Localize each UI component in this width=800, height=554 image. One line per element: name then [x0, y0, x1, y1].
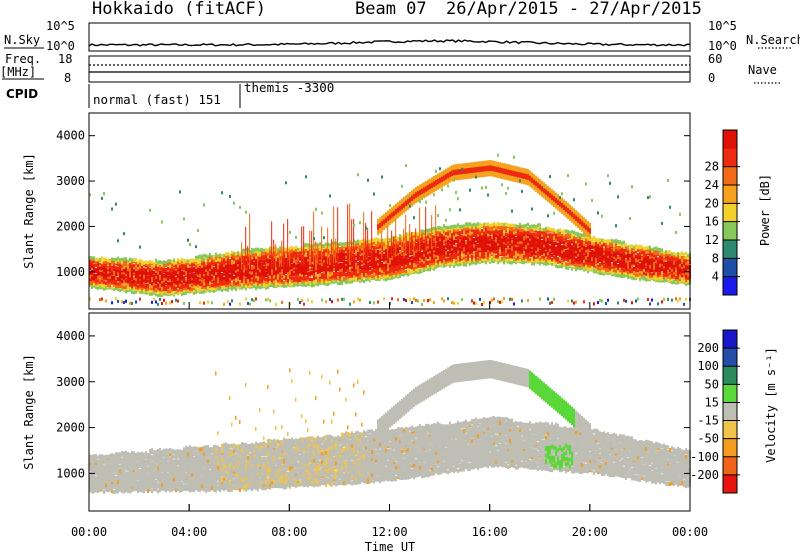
colorbar-tick-label: -50 — [697, 432, 719, 446]
nsky-tick-top: 10^5 — [46, 19, 75, 33]
velocity-y-ticks: 1000 2000 3000 4000 — [56, 329, 690, 480]
y-tick-label: 2000 — [56, 219, 85, 233]
y-tick-label: 4000 — [56, 329, 85, 343]
nsky-panel — [88, 22, 691, 52]
y-tick-label: 3000 — [56, 174, 85, 188]
colorbar-swatch — [723, 402, 737, 422]
freq-panel — [88, 55, 691, 83]
colorbar-tick-label: 50 — [705, 377, 719, 391]
colorbar-swatch — [723, 348, 737, 367]
nsky-tick-bottom: 10^0 — [46, 39, 75, 53]
colorbar-tick-label: -15 — [697, 414, 719, 428]
x-tick-label: 20:00 — [572, 525, 608, 539]
colorbar-tick-label: 24 — [705, 178, 719, 192]
colorbar-tick-label: 16 — [705, 215, 719, 229]
colorbar-tick-label: -100 — [690, 450, 719, 464]
x-tick-label: 04:00 — [171, 525, 207, 539]
nsky-label: N.Sky — [4, 33, 40, 47]
velocity-colorbar: 200 100 50 15 -15 -50 -100 -200 — [690, 329, 740, 494]
colorbar-swatch — [723, 384, 737, 403]
colorbar-tick-label: 200 — [697, 341, 719, 355]
colorbar-swatch — [723, 438, 737, 458]
date-range: 26/Apr/2015 - 27/Apr/2015 — [446, 0, 702, 19]
nsearch-label: N.Search — [746, 33, 800, 47]
freq-tick-top: 18 — [58, 52, 72, 66]
power-colorbar: 4 8 12 16 20 24 28 — [705, 129, 740, 296]
y-tick-label: 1000 — [56, 265, 85, 279]
power-heatmap — [89, 153, 691, 306]
velocity-heatmap — [89, 359, 691, 495]
colorbar-tick-label: 4 — [712, 270, 719, 284]
x-axis-label: Time UT — [365, 540, 416, 554]
colorbar-swatch — [723, 185, 737, 204]
colorbar-swatch — [723, 258, 737, 278]
colorbar-tick-label: 15 — [705, 395, 719, 409]
colorbar-swatch — [723, 474, 737, 494]
colorbar-swatch — [723, 366, 737, 385]
y-tick-label: 1000 — [56, 466, 85, 480]
nsky-trace — [88, 39, 691, 47]
colorbar-tick-label: 8 — [712, 251, 719, 265]
colorbar-swatch — [723, 240, 737, 259]
x-tick-label: 08:00 — [271, 525, 307, 539]
beam-label: Beam 07 — [355, 0, 427, 19]
station-title: Hokkaido (fitACF) — [92, 0, 266, 19]
nave-tick-top: 60 — [708, 52, 722, 66]
x-tick-label: 12:00 — [371, 525, 407, 539]
colorbar-tick-label: 28 — [705, 160, 719, 174]
cpid-segment-1: normal (fast) 151 — [93, 92, 221, 107]
colorbar-swatch — [723, 166, 737, 186]
freq-tick-bottom: 8 — [64, 71, 71, 85]
colorbar-swatch — [723, 130, 737, 149]
nave-label: Nave — [748, 63, 777, 77]
x-axis-ticks: 00:00 04:00 08:00 12:00 16:00 20:00 00:00 — [71, 302, 708, 539]
colorbar-swatch — [723, 330, 737, 349]
colorbar-tick-label: 100 — [697, 359, 719, 373]
power-y-axis-label: Slant Range [km] — [22, 153, 36, 269]
colorbar-tick-label: -200 — [690, 468, 719, 482]
velocity-y-axis-label: Slant Range [km] — [22, 354, 36, 470]
freq-label: Freq. — [5, 52, 41, 66]
colorbar-swatch — [723, 276, 737, 296]
power-colorbar-label: Power [dB] — [758, 174, 772, 246]
nave-tick-bottom: 0 — [708, 71, 715, 85]
velocity-colorbar-label: Velocity [m s⁻¹] — [764, 347, 778, 463]
freq-unit: [MHz] — [0, 65, 36, 79]
cpid-label: CPID — [6, 87, 38, 101]
colorbar-swatch — [723, 420, 737, 440]
colorbar-swatch — [723, 148, 737, 168]
cpid-segment-2: themis -3300 — [244, 80, 334, 95]
colorbar-tick-label: 12 — [705, 233, 719, 247]
power-y-ticks: 1000 2000 3000 4000 — [56, 129, 690, 279]
y-tick-label: 2000 — [56, 421, 85, 435]
x-tick-label: 00:00 — [672, 525, 708, 539]
colorbar-swatch — [723, 456, 737, 476]
nsearch-tick-bottom: 10^0 — [708, 39, 737, 53]
colorbar-tick-label: 20 — [705, 196, 719, 210]
y-tick-label: 4000 — [56, 129, 85, 143]
x-tick-label: 16:00 — [472, 525, 508, 539]
colorbar-swatch — [723, 221, 737, 241]
nsearch-tick-top: 10^5 — [708, 19, 737, 33]
colorbar-swatch — [723, 203, 737, 223]
x-tick-label: 00:00 — [71, 525, 107, 539]
y-tick-label: 3000 — [56, 375, 85, 389]
